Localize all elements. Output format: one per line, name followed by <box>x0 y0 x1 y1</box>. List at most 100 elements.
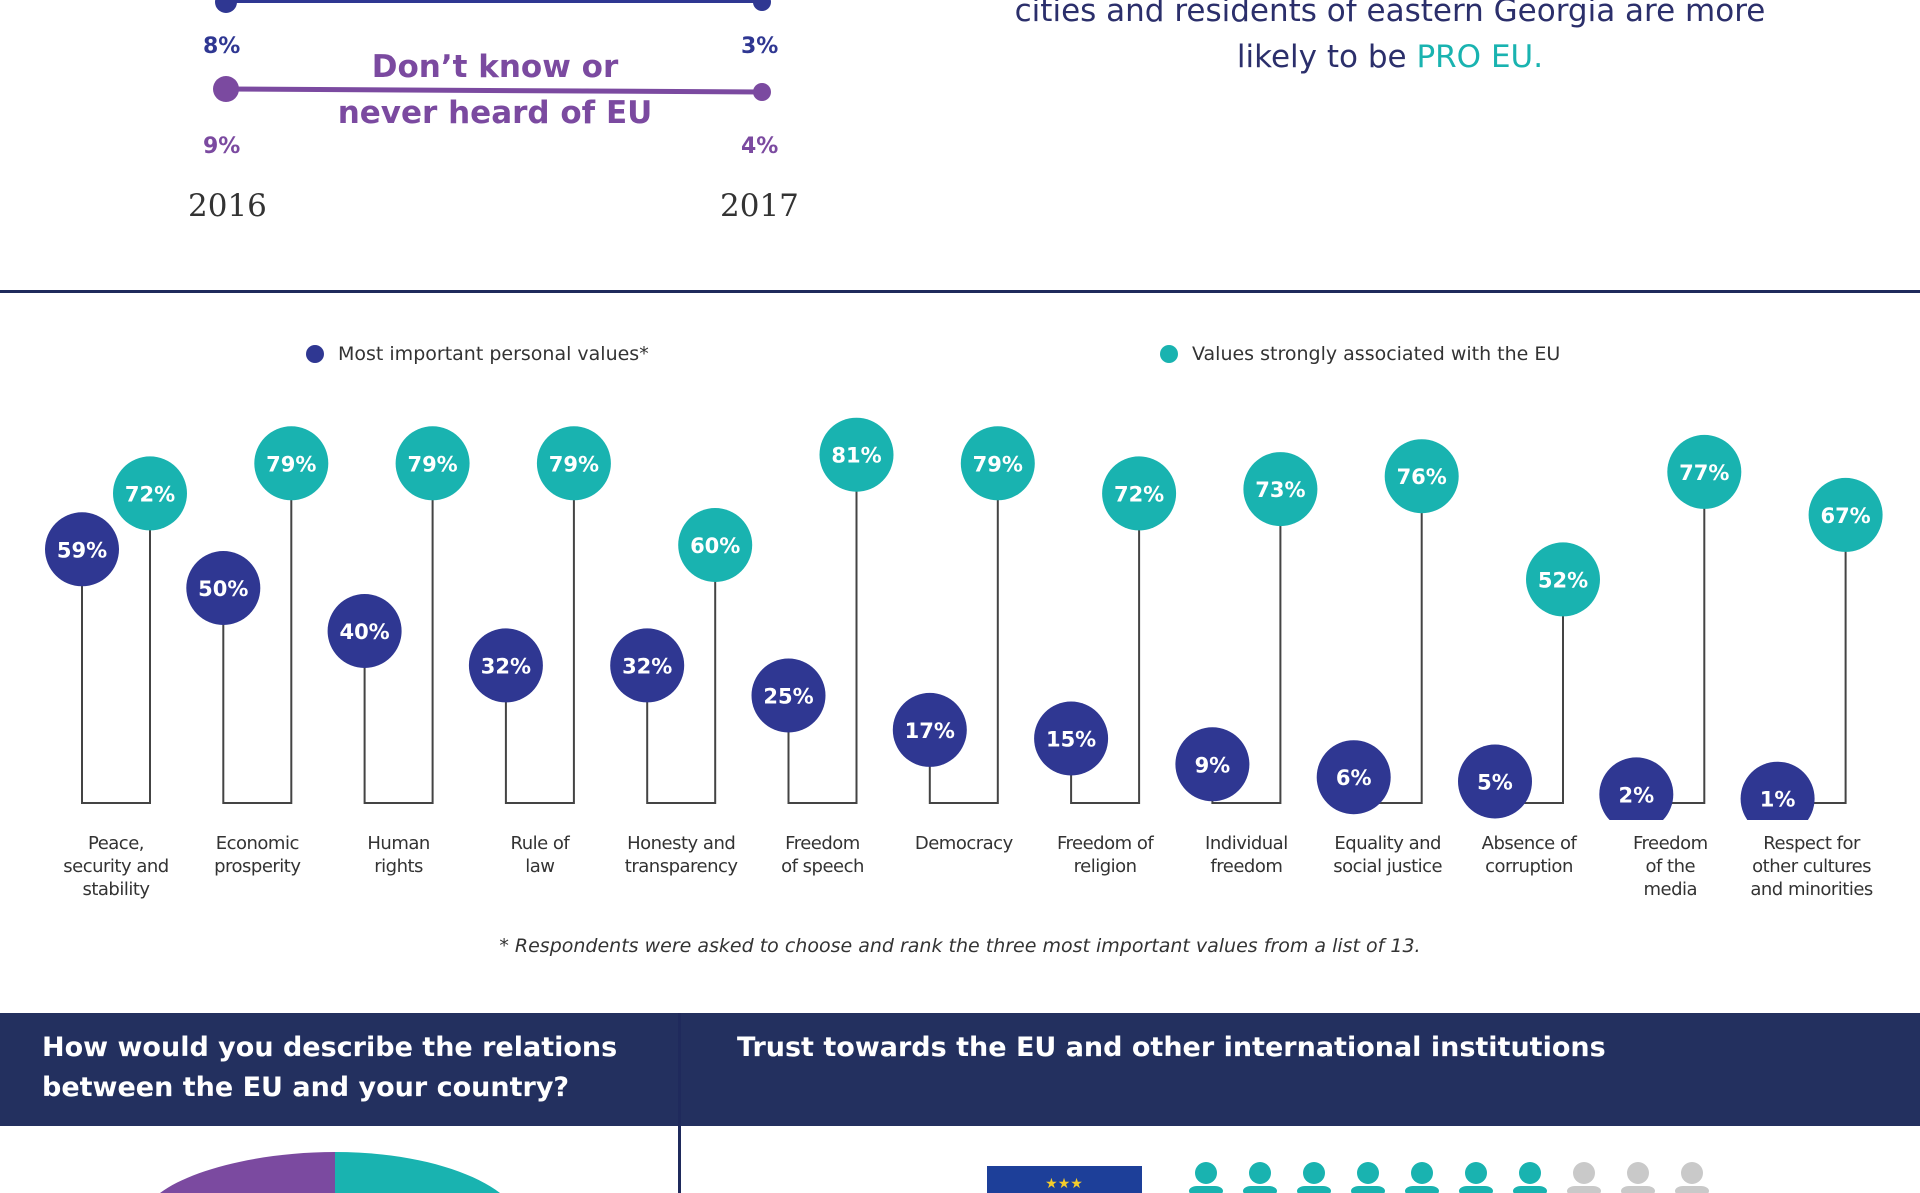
pie-slice-purple <box>160 1152 335 1193</box>
personal-value-label: 32% <box>622 654 672 678</box>
trend-dk-label-line-2: never heard of EU <box>337 95 653 131</box>
personal-value-marker <box>468 628 543 703</box>
trend-point-dk-2016 <box>213 76 239 102</box>
eu-value-label: 72% <box>1114 482 1164 506</box>
intro-line-1: cities and residents of eastern Georgia … <box>1014 0 1766 29</box>
trend-top-2017-value: 3% <box>741 34 779 59</box>
eu-value-label: 52% <box>1538 568 1588 592</box>
eu-value-label: 79% <box>407 452 457 476</box>
category-label-line: rights <box>374 856 423 877</box>
trend-dk-label: Don’t know or never heard of EU <box>330 44 660 136</box>
eu-value-marker <box>678 508 753 582</box>
category-label: Peace, security and stability <box>51 832 181 901</box>
personal-value-marker <box>1316 740 1391 815</box>
category-label-line: of the <box>1645 856 1696 877</box>
person-icon <box>1567 1162 1601 1193</box>
eu-value-marker <box>1526 542 1600 617</box>
category-label: Respect for other cultures and minorities <box>1747 832 1877 901</box>
person-icon <box>1351 1162 1385 1193</box>
banner-trust: Trust towards the EU and other internati… <box>681 1013 1920 1126</box>
personal-value-label: 6% <box>1336 766 1372 790</box>
value-group: 50% 79% <box>186 426 329 804</box>
category-label: Individual freedom <box>1181 832 1311 878</box>
eu-value-label: 72% <box>125 482 175 506</box>
category-label-line: prosperity <box>214 856 301 877</box>
personal-value-marker <box>186 551 261 625</box>
personal-value-marker <box>1599 757 1674 820</box>
footnote: * Respondents were asked to choose and r… <box>499 935 1421 957</box>
category-label-line: transparency <box>624 856 738 877</box>
personal-value-marker <box>1458 744 1532 819</box>
person-icon <box>1675 1162 1709 1193</box>
eu-value-label: 79% <box>266 452 316 476</box>
person-icon <box>1621 1162 1655 1193</box>
personal-value-label: 1% <box>1760 788 1796 812</box>
intro-line-2-prefix: likely to be <box>1236 39 1417 75</box>
eu-value-label: 76% <box>1397 465 1447 489</box>
personal-value-label: 25% <box>763 685 813 709</box>
category-label: Rule of law <box>475 832 605 878</box>
personal-value-marker <box>1740 761 1815 820</box>
category-label-line: Freedom <box>785 833 860 854</box>
value-group: 15% 72% <box>1034 456 1177 804</box>
category-label-line: Freedom <box>1632 833 1708 854</box>
eu-value-marker <box>1808 477 1883 552</box>
legend-eu: Values strongly associated with the EU <box>1160 343 1560 365</box>
banner-trust-title: Trust towards the EU and other internati… <box>737 1032 1606 1063</box>
legend-eu-dot <box>1160 345 1178 363</box>
eu-flag-stars: ★★★ <box>1045 1176 1083 1192</box>
personal-value-marker <box>1175 727 1250 802</box>
value-group: 32% 60% <box>610 508 753 804</box>
trend-point-top-2016 <box>215 0 237 13</box>
eu-value-marker <box>1667 434 1742 509</box>
category-label: Equality and social justice <box>1323 832 1453 878</box>
person-icon <box>1513 1162 1547 1193</box>
trend-year-start: 2016 <box>188 188 267 224</box>
intro-text: cities and residents of eastern Georgia … <box>960 0 1820 80</box>
category-label-line: Economic <box>215 833 300 854</box>
person-icon <box>1243 1162 1277 1193</box>
connector-line <box>81 493 151 804</box>
eu-value-label: 79% <box>973 452 1023 476</box>
person-icon <box>1297 1162 1331 1193</box>
personal-value-marker <box>892 692 967 767</box>
trend-point-dk-2017 <box>753 83 771 101</box>
value-group: 6% 76% <box>1316 439 1459 815</box>
eu-value-marker <box>113 456 187 531</box>
trust-panel: ★★★ <box>987 1162 1709 1193</box>
category-label-line: and minorities <box>1750 879 1873 900</box>
trend-dk-label-line-1: Don’t know or <box>371 49 619 85</box>
personal-value-label: 32% <box>481 654 531 678</box>
category-label-line: Respect for <box>1763 833 1860 854</box>
pie-slice-teal <box>335 1152 500 1193</box>
category-label-line: Equality and <box>1334 833 1441 854</box>
trend-dk-2016-value: 9% <box>203 134 241 159</box>
connector-line <box>646 545 717 804</box>
personal-value-marker <box>751 658 826 733</box>
trend-chart <box>213 0 771 102</box>
trend-year-end: 2017 <box>720 188 799 224</box>
eu-value-label: 81% <box>831 444 881 468</box>
banner-relations-title: How would you describe the relations bet… <box>42 1032 618 1103</box>
category-label-line: Freedom of <box>1056 833 1154 854</box>
category-label-line: Peace, <box>87 833 145 854</box>
value-group: 1% 67% <box>1740 477 1883 820</box>
personal-value-marker <box>327 594 402 668</box>
trend-top-2016-value: 8% <box>203 34 241 59</box>
value-group: 32% 79% <box>468 426 611 804</box>
connector-line <box>1776 514 1847 804</box>
category-label-line: security and <box>63 856 169 877</box>
value-group: 2% 77% <box>1599 434 1742 820</box>
eu-value-marker <box>819 417 894 492</box>
eu-value-marker <box>536 426 611 501</box>
category-label: Human rights <box>334 832 464 878</box>
eu-flag-icon <box>987 1166 1142 1193</box>
category-label-line: media <box>1643 879 1698 900</box>
person-icon <box>1459 1162 1493 1193</box>
personal-value-label: 9% <box>1195 753 1231 777</box>
legend-personal-dot <box>306 345 324 363</box>
personal-value-label: 2% <box>1618 783 1654 807</box>
eu-value-marker <box>960 426 1035 501</box>
connector-line <box>504 463 575 804</box>
category-label-line: Honesty and <box>627 833 736 854</box>
